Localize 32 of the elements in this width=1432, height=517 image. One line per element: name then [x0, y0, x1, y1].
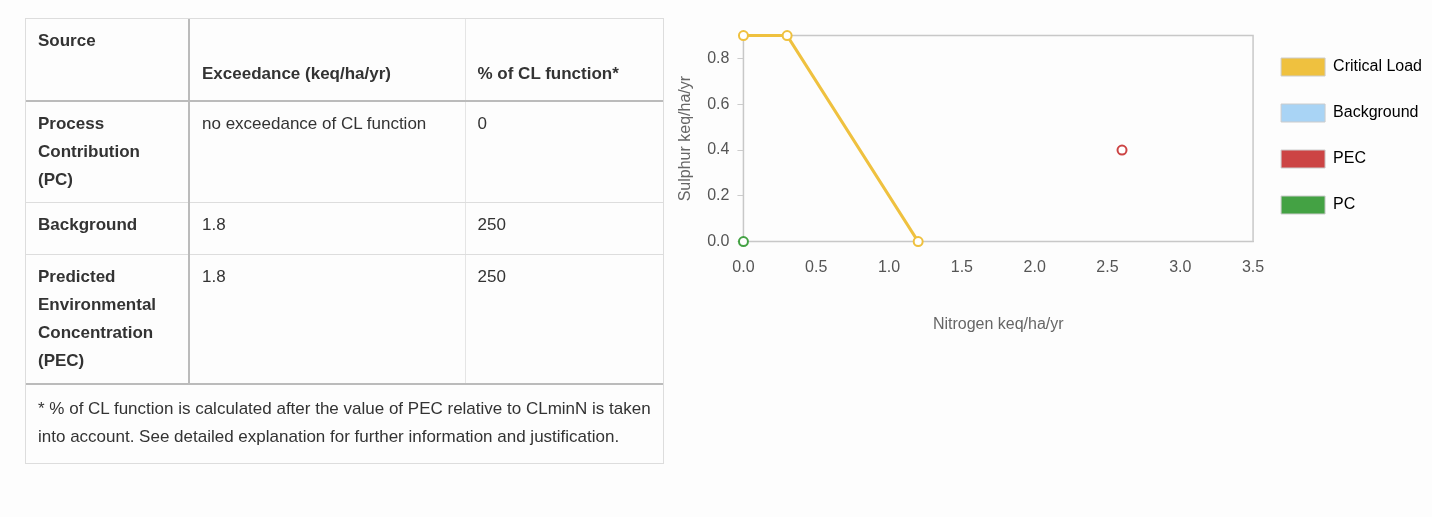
y-tick-label: 0.0	[707, 232, 730, 250]
text: Predicted Environmental Concentration (PEC)	[26, 254, 189, 384]
y-axis-title: Sulphur keq/ha/yr	[676, 75, 694, 202]
text: Exceedance (keq/ha/yr)	[189, 19, 465, 101]
text: Background	[26, 202, 189, 255]
legend-label: PEC	[1333, 149, 1366, 167]
y-tick-label: 0.4	[707, 140, 730, 158]
legend-label: PC	[1333, 195, 1356, 213]
x-tick-label: 3.5	[1241, 257, 1265, 275]
x-tick-label: 0.0	[732, 257, 755, 275]
x-tick-label: 1.5	[950, 257, 974, 275]
text: Source	[26, 19, 189, 101]
y-tick-label: 0.2	[707, 186, 730, 204]
x-tick-label: 2.0	[1023, 257, 1046, 275]
text: 250	[465, 202, 663, 255]
legend-label: Background	[1333, 103, 1419, 121]
x-tick-label: 2.5	[1096, 257, 1119, 275]
text: * % of CL function is calculated after the value of PEC relative to CLminN is taken into account. See detailed explanation for further information and justification.	[37, 398, 652, 448]
text: 0	[465, 101, 663, 203]
x-tick-label: 3.0	[1169, 257, 1192, 275]
y-tick-label: 0.8	[707, 48, 730, 66]
y-tick-label: 0.6	[707, 94, 730, 112]
x-axis-title: Nitrogen keq/ha/yr	[932, 314, 1065, 332]
text: no exceedance of CL function	[189, 101, 465, 203]
text: 1.8	[189, 202, 465, 255]
text: % of CL function*	[465, 19, 663, 101]
x-tick-label: 1.0	[877, 257, 901, 275]
text: 250	[465, 254, 663, 384]
text: Process Contribution (PC)	[26, 101, 189, 203]
x-tick-label: 0.5	[805, 257, 828, 275]
text: 1.8	[189, 254, 465, 384]
legend-label: Critical Load	[1333, 57, 1423, 75]
